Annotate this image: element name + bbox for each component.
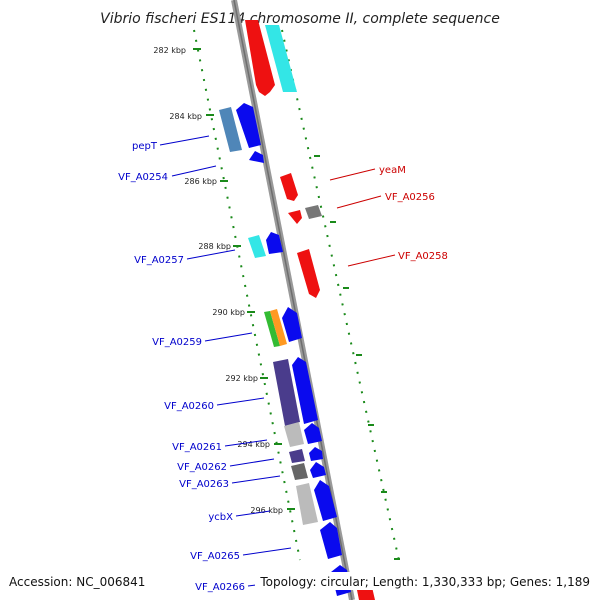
reverse-cds-gene[interactable] (245, 20, 275, 96)
gene-label-ycbX[interactable]: ycbX (208, 512, 233, 523)
inner-gc-track (193, 29, 301, 561)
cog-purple-block-VF_A0262[interactable] (289, 449, 305, 463)
forward-cds-VF_A0262[interactable] (309, 447, 323, 461)
forward-strand-features (219, 103, 375, 600)
map-title: Vibrio fischeri ES114 chromosome II, com… (100, 11, 500, 27)
label-leaders (159, 135, 396, 587)
gene-label-VF_A0265[interactable]: VF_A0265 (190, 551, 240, 562)
gene-label-VF_A0258[interactable]: VF_A0258 (398, 251, 448, 262)
ruler-labels: 282 kbp 284 kbp 286 kbp 288 kbp 290 kbp … (153, 46, 283, 515)
forward-cds-VF_A0259[interactable] (282, 307, 302, 342)
cog-purple-block-VF_A0260[interactable] (273, 359, 300, 426)
gene-label-VF_A0262[interactable]: VF_A0262 (177, 462, 227, 473)
forward-cds-VF_A0263[interactable] (310, 462, 326, 478)
cog-green-block[interactable] (264, 311, 280, 347)
ruler-label-292: 292 kbp (225, 374, 258, 383)
cog-dark-block[interactable] (305, 205, 322, 219)
gene-label-VF_A0260[interactable]: VF_A0260 (164, 401, 214, 412)
ruler-label-282: 282 kbp (153, 46, 186, 55)
reverse-cds-gene[interactable] (288, 210, 302, 224)
ruler-label-286: 286 kbp (184, 177, 217, 186)
ruler-label-284: 284 kbp (169, 112, 202, 121)
forward-cds-VF_A0257[interactable] (266, 232, 283, 254)
footer-summary-backdrop (255, 572, 595, 590)
forward-cds-VF_A0254[interactable] (249, 151, 264, 163)
forward-cds-VF_A0265[interactable] (320, 522, 342, 559)
ruler-label-296: 296 kbp (250, 506, 283, 515)
cog-dark-block-VF_A0263[interactable] (291, 463, 308, 480)
cog-orange-block[interactable] (270, 309, 287, 346)
forward-cds-VF_A0261[interactable] (304, 423, 322, 444)
gene-label-VF_A0254[interactable]: VF_A0254 (118, 172, 168, 183)
gene-label-VF_A0257[interactable]: VF_A0257 (134, 255, 184, 266)
reverse-cds-gene[interactable] (357, 587, 375, 600)
ruler-label-288: 288 kbp (198, 242, 231, 251)
gene-label-VF_A0266[interactable]: VF_A0266 (195, 582, 245, 593)
forward-cds-VF_A0260[interactable] (292, 357, 318, 424)
cog-cyan-block[interactable] (265, 25, 297, 92)
gene-label-yeaM[interactable]: yeaM (379, 165, 406, 176)
gene-label-VF_A0263[interactable]: VF_A0263 (179, 479, 229, 490)
cog-grey-block[interactable] (284, 422, 304, 447)
cog-steel-block-pepT[interactable] (219, 107, 242, 152)
gene-label-pepT[interactable]: pepT (132, 141, 158, 152)
reverse-cds-yeaM[interactable] (280, 173, 298, 201)
cog-grey-block-ycbX[interactable] (296, 483, 318, 525)
gene-label-VF_A0256[interactable]: VF_A0256 (385, 192, 435, 203)
cog-cyan-block-VF_A0257[interactable] (248, 235, 266, 258)
outer-gc-track (281, 29, 401, 566)
accession-text: Accession: NC_006841 (9, 575, 145, 589)
reverse-cds-VF_A0258[interactable] (297, 249, 320, 298)
genome-summary-text: Topology: circular; Length: 1,330,333 bp… (259, 575, 590, 589)
ruler-label-294: 294 kbp (237, 440, 270, 449)
forward-cds-ycbX[interactable] (314, 480, 337, 521)
ruler-label-290: 290 kbp (212, 308, 245, 317)
reverse-strand-features (245, 20, 322, 298)
forward-cds-pepT[interactable] (236, 103, 261, 148)
gene-label-VF_A0261[interactable]: VF_A0261 (172, 442, 222, 453)
gene-label-VF_A0259[interactable]: VF_A0259 (152, 337, 202, 348)
gene-labels: pepT VF_A0254 yeaM VF_A0256 VF_A0257 VF_… (118, 141, 448, 593)
